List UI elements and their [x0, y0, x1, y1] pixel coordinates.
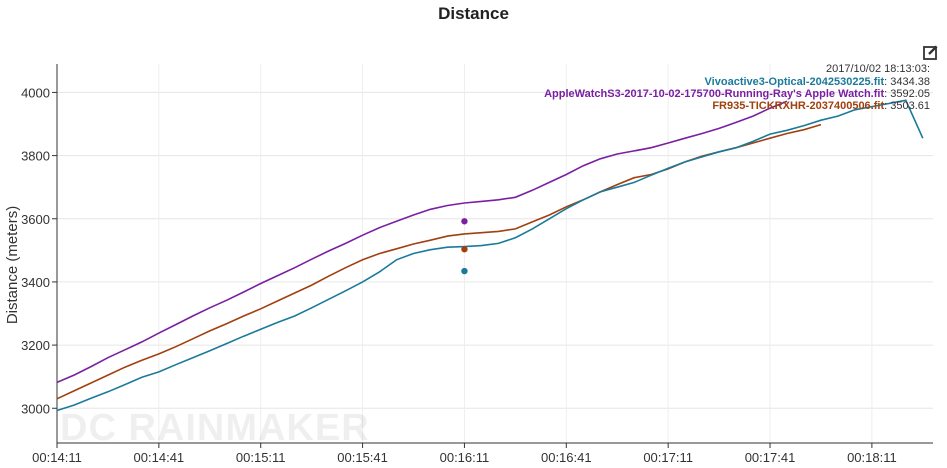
tooltip-row: FR935-TICKRXHR-2037400506.fit: 3503.61 — [712, 100, 930, 112]
x-tick-label: 00:15:11 — [236, 450, 286, 465]
x-tick-label: 00:16:11 — [440, 450, 490, 465]
cursor-markers — [461, 218, 468, 275]
series-line-1 — [56, 123, 822, 400]
edit-icon[interactable] — [922, 43, 940, 61]
series-line-2 — [56, 99, 924, 412]
series-line-0 — [56, 100, 788, 384]
tooltip-row: Vivoactive3-Optical-2042530225.fit: 3434… — [705, 76, 930, 88]
y-tick-label: 3800 — [21, 149, 50, 164]
cursor-point-1 — [461, 246, 468, 253]
grid — [56, 64, 933, 443]
y-tick-label: 3200 — [21, 338, 50, 353]
tooltip-series-value: : 3503.61 — [884, 100, 930, 112]
cursor-point-2 — [461, 267, 468, 275]
cursor-point-0 — [461, 218, 468, 225]
tooltip: 2017/10/02 18:13:03:Vivoactive3-Optical-… — [544, 63, 930, 112]
tooltip-series-name: AppleWatchS3-2017-10-02-175700-Running-R… — [544, 88, 884, 100]
tooltip-series-name: FR935-TICKRXHR-2037400506.fit — [712, 100, 884, 112]
x-tick-label: 00:18:11 — [847, 450, 897, 465]
watermark: DC RAINMAKER — [60, 407, 370, 449]
series-layer — [56, 99, 924, 412]
x-tick-label: 00:17:41 — [745, 450, 796, 465]
axes: 3000 3200 3400 3600 3800 4000 00:14:11 00:14:41… — [21, 64, 933, 465]
x-tick-label: 00:15:41 — [337, 450, 388, 465]
tooltip-row: AppleWatchS3-2017-10-02-175700-Running-R… — [544, 88, 930, 100]
x-tick-label: 00:14:11 — [32, 450, 82, 465]
x-tick-label: 00:16:41 — [541, 450, 592, 465]
y-tick-label: 3400 — [21, 275, 50, 290]
y-axis-label: Distance (meters) — [4, 206, 21, 324]
y-tick-label: 3000 — [21, 401, 50, 416]
tooltip-time: 2017/10/02 18:13:03: — [826, 63, 930, 75]
y-tick-label: 3600 — [21, 212, 50, 227]
tooltip-series-name: Vivoactive3-Optical-2042530225.fit — [705, 76, 885, 88]
y-tick-label: 4000 — [21, 85, 50, 100]
tooltip-series-value: : 3434.38 — [884, 76, 930, 88]
chart-title: Distance — [438, 4, 509, 23]
x-tick-label: 00:14:41 — [134, 450, 185, 465]
tooltip-series-value: : 3592.05 — [884, 88, 930, 100]
x-tick-label: 00:17:11 — [643, 450, 693, 465]
